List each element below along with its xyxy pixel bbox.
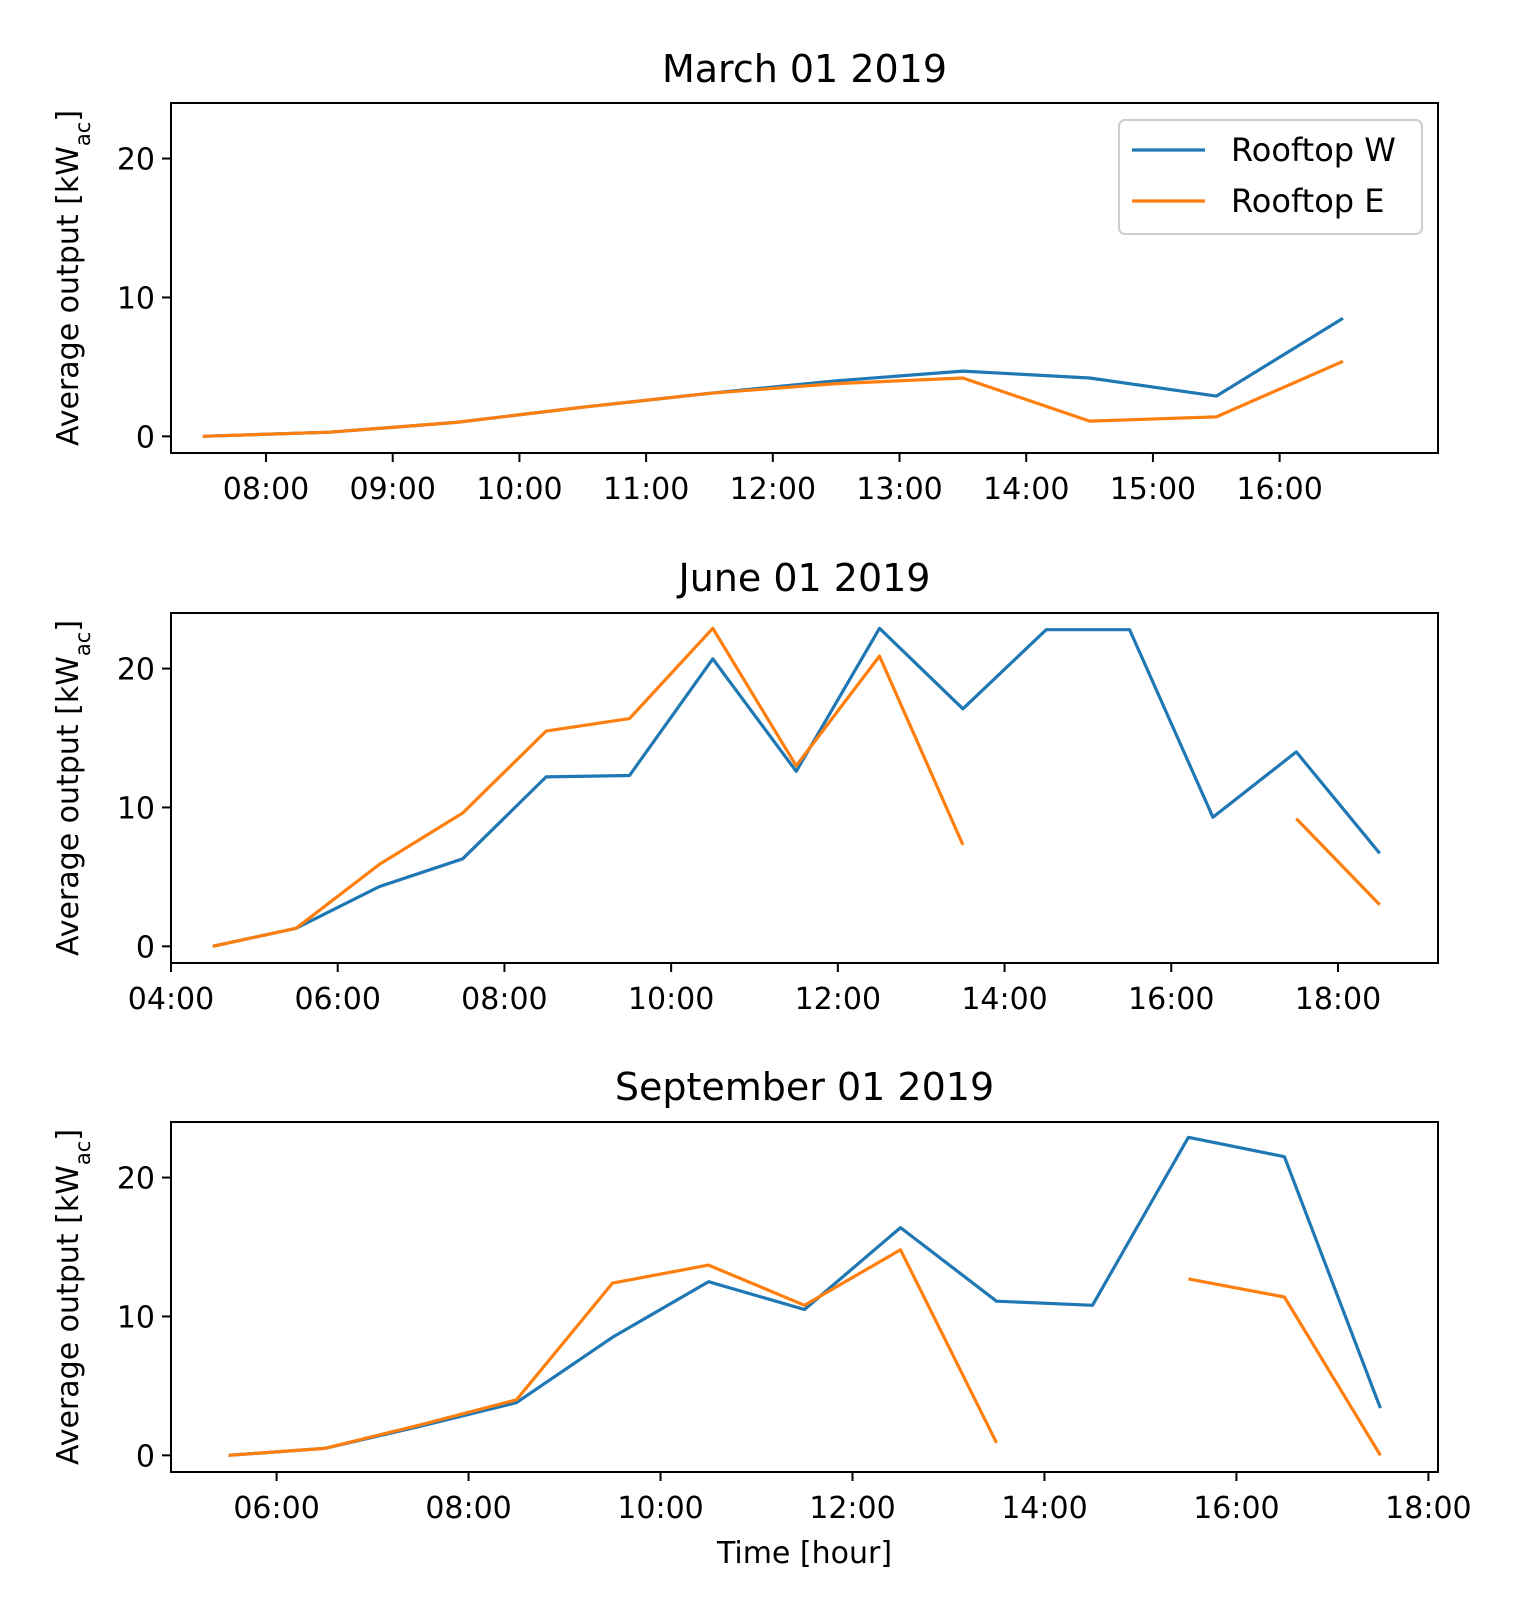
y-tick-label: 10: [117, 281, 155, 316]
x-tick-label: 16:00: [1193, 1491, 1279, 1526]
series-line-rooftop-e-segment-1: [1188, 1277, 1382, 1457]
chart-title: June 01 2019: [677, 556, 931, 600]
series-line-rooftop-e-segment-2: [1295, 817, 1381, 906]
legend: Rooftop W Rooftop E: [1118, 119, 1423, 235]
chart-0: March 01 2019 0 10 20 08:00 09:00 10:00 11:00 12…: [51, 47, 1439, 507]
y-tick-label: 10: [117, 791, 155, 826]
series-line-rooftop-e-segment-0: [228, 1248, 998, 1457]
axes-frame: [170, 102, 1439, 454]
y-tick-label: 20: [117, 143, 155, 178]
x-tick-label: 15:00: [1110, 472, 1196, 507]
chart-title: March 01 2019: [662, 47, 947, 91]
x-axis-label: Time [hour]: [716, 1536, 892, 1571]
x-tick-label: 10:00: [476, 472, 562, 507]
y-tick-label: 0: [136, 1439, 155, 1474]
series-line-rooftop-e-segment-0: [212, 626, 965, 948]
x-tick-label: 08:00: [425, 1491, 511, 1526]
y-tick-label: 10: [117, 1300, 155, 1335]
x-tick-label: 18:00: [1385, 1491, 1471, 1526]
y-tick-label: 0: [136, 420, 155, 455]
x-tick-label: 14:00: [961, 982, 1047, 1017]
y-tick-label: 20: [117, 653, 155, 688]
x-tick-label: 08:00: [461, 982, 547, 1017]
x-tick-label: 09:00: [349, 472, 435, 507]
x-tick-label: 14:00: [1001, 1491, 1087, 1526]
chart-1: June 01 2019 0 10 20 04:00 06:00 08:00 10:00 12:…: [51, 556, 1439, 1017]
x-tick-label: 08:00: [223, 472, 309, 507]
y-axis-label: Average output [kWac]: [51, 1129, 95, 1465]
y-tick-label: 0: [136, 930, 155, 965]
x-tick-label: 14:00: [983, 472, 1069, 507]
x-tick-label: 10:00: [628, 982, 714, 1017]
y-tick-label: 20: [117, 1162, 155, 1197]
y-axis-label: Average output [kWac]: [51, 620, 95, 956]
x-tick-label: 04:00: [128, 982, 214, 1017]
x-tick-label: 12:00: [795, 982, 881, 1017]
x-tick-label: 12:00: [809, 1491, 895, 1526]
series-line-rooftop-w-segment-0: [212, 626, 1381, 948]
axes-frame: [170, 1121, 1439, 1473]
x-tick-label: 11:00: [603, 472, 689, 507]
legend-label: Rooftop E: [1231, 182, 1384, 220]
y-axis-label: Average output [kWac]: [51, 110, 95, 446]
chart-title: September 01 2019: [615, 1065, 994, 1109]
x-tick-label: 12:00: [730, 472, 816, 507]
x-tick-label: 16:00: [1128, 982, 1214, 1017]
chart-2: September 01 2019 0 10 20 06:00 08:00 10:00 12:…: [51, 1065, 1472, 1571]
legend-label: Rooftop W: [1231, 131, 1396, 169]
x-tick-label: 13:00: [856, 472, 942, 507]
x-tick-label: 18:00: [1295, 982, 1381, 1017]
x-tick-label: 06:00: [294, 982, 380, 1017]
x-tick-label: 16:00: [1236, 472, 1322, 507]
x-tick-label: 06:00: [233, 1491, 319, 1526]
series-line-rooftop-e-segment-0: [202, 359, 1344, 438]
x-tick-label: 10:00: [617, 1491, 703, 1526]
axes-frame: [170, 612, 1439, 964]
series-line-rooftop-w-segment-0: [228, 1135, 1382, 1457]
